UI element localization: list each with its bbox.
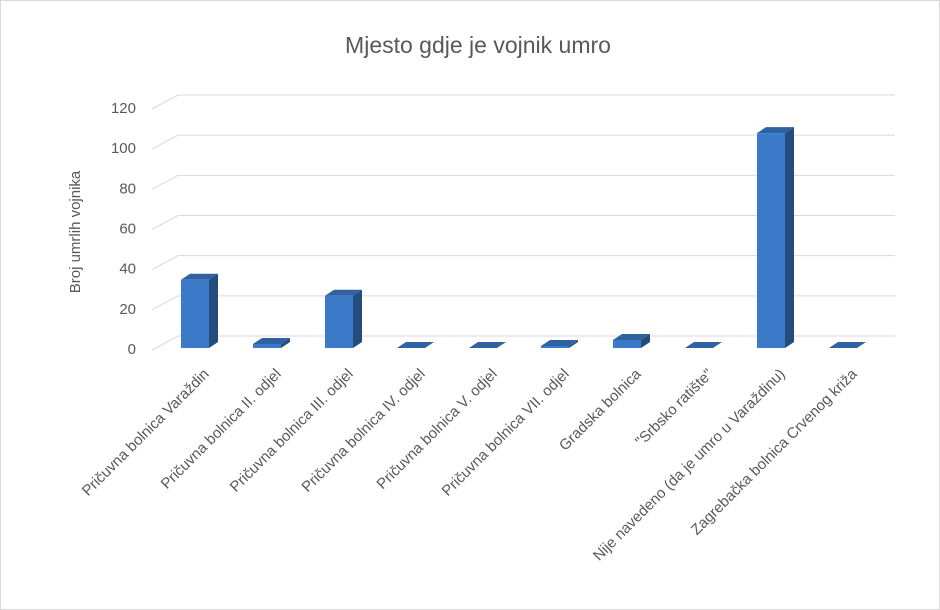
bar xyxy=(253,337,290,348)
bar xyxy=(325,289,362,348)
bar-top xyxy=(613,333,650,340)
y-axis-title: Broj umrlih vojnika xyxy=(67,170,84,293)
grid-line xyxy=(151,134,895,150)
bar xyxy=(541,339,578,348)
bar-top xyxy=(253,337,290,344)
bar-side xyxy=(857,341,866,348)
grid-line xyxy=(151,215,895,230)
bar xyxy=(181,273,218,348)
grid-line xyxy=(151,255,895,271)
grid-line xyxy=(151,295,895,311)
y-tick-label: 60 xyxy=(119,220,136,237)
bar-front xyxy=(181,279,209,348)
bar-side xyxy=(353,289,362,348)
bar-side xyxy=(209,273,218,348)
y-tick-label: 100 xyxy=(111,140,136,157)
bar-side xyxy=(641,333,650,348)
bar xyxy=(685,341,722,348)
bar-top xyxy=(181,273,218,280)
y-tick-label: 0 xyxy=(128,341,136,358)
y-tick-label: 120 xyxy=(111,100,136,117)
bar-side xyxy=(713,341,722,348)
bar-side xyxy=(497,341,506,348)
y-tick-label: 20 xyxy=(119,301,136,318)
bar-top xyxy=(469,341,506,348)
chart-title: Mjesto gdje je vojnik umro xyxy=(345,32,611,58)
bar-side xyxy=(569,339,578,348)
bar-front xyxy=(541,345,569,348)
bar-top xyxy=(829,341,866,348)
bar xyxy=(469,341,506,348)
bar-top xyxy=(541,339,578,346)
bar-front xyxy=(253,343,281,348)
bar-front xyxy=(613,339,641,348)
bar-side xyxy=(281,337,290,348)
bar xyxy=(829,341,866,348)
y-tick-label: 80 xyxy=(119,180,136,197)
bar-top xyxy=(325,289,362,296)
bar-front xyxy=(757,133,785,348)
bar xyxy=(757,127,794,348)
bar-side xyxy=(785,127,794,348)
bar-side xyxy=(425,341,434,348)
grid-line xyxy=(151,335,895,351)
bar-top xyxy=(397,341,434,348)
bar xyxy=(613,333,650,348)
grid-line xyxy=(151,174,895,190)
bar-front xyxy=(325,295,353,348)
grid-line xyxy=(151,94,895,110)
bar-top xyxy=(757,127,794,134)
y-tick-label: 40 xyxy=(119,261,136,278)
bar-top xyxy=(685,341,722,348)
bar xyxy=(397,341,434,348)
